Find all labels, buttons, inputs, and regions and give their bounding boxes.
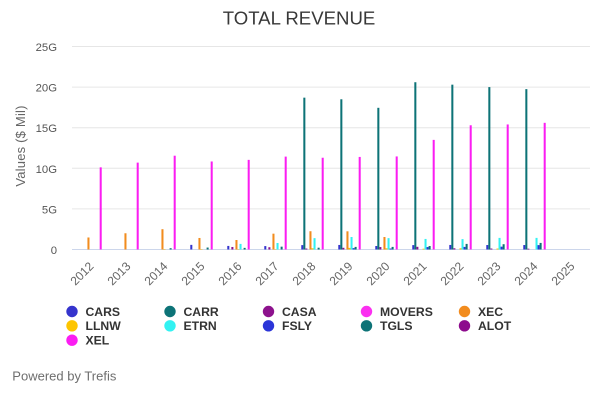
- svg-text:FSLY: FSLY: [282, 319, 312, 333]
- svg-text:MOVERS: MOVERS: [380, 305, 433, 319]
- svg-text:CARR: CARR: [184, 305, 219, 319]
- svg-text:5G: 5G: [42, 204, 57, 216]
- svg-text:25G: 25G: [36, 42, 57, 54]
- svg-text:ALOT: ALOT: [478, 319, 512, 333]
- svg-text:0: 0: [51, 245, 57, 257]
- svg-text:CASA: CASA: [282, 305, 317, 319]
- svg-text:XEC: XEC: [478, 305, 503, 319]
- svg-text:CARS: CARS: [86, 305, 121, 319]
- svg-text:10G: 10G: [36, 164, 57, 176]
- svg-text:ETRN: ETRN: [184, 319, 217, 333]
- svg-text:Powered by Trefis: Powered by Trefis: [12, 368, 117, 383]
- svg-text:Values ($ Mil): Values ($ Mil): [13, 105, 28, 186]
- svg-text:TOTAL REVENUE: TOTAL REVENUE: [223, 8, 376, 29]
- svg-text:LLNW: LLNW: [86, 319, 122, 333]
- svg-text:TGLS: TGLS: [380, 319, 413, 333]
- svg-text:XEL: XEL: [86, 334, 110, 348]
- svg-text:15G: 15G: [36, 123, 57, 135]
- svg-text:20G: 20G: [36, 83, 57, 95]
